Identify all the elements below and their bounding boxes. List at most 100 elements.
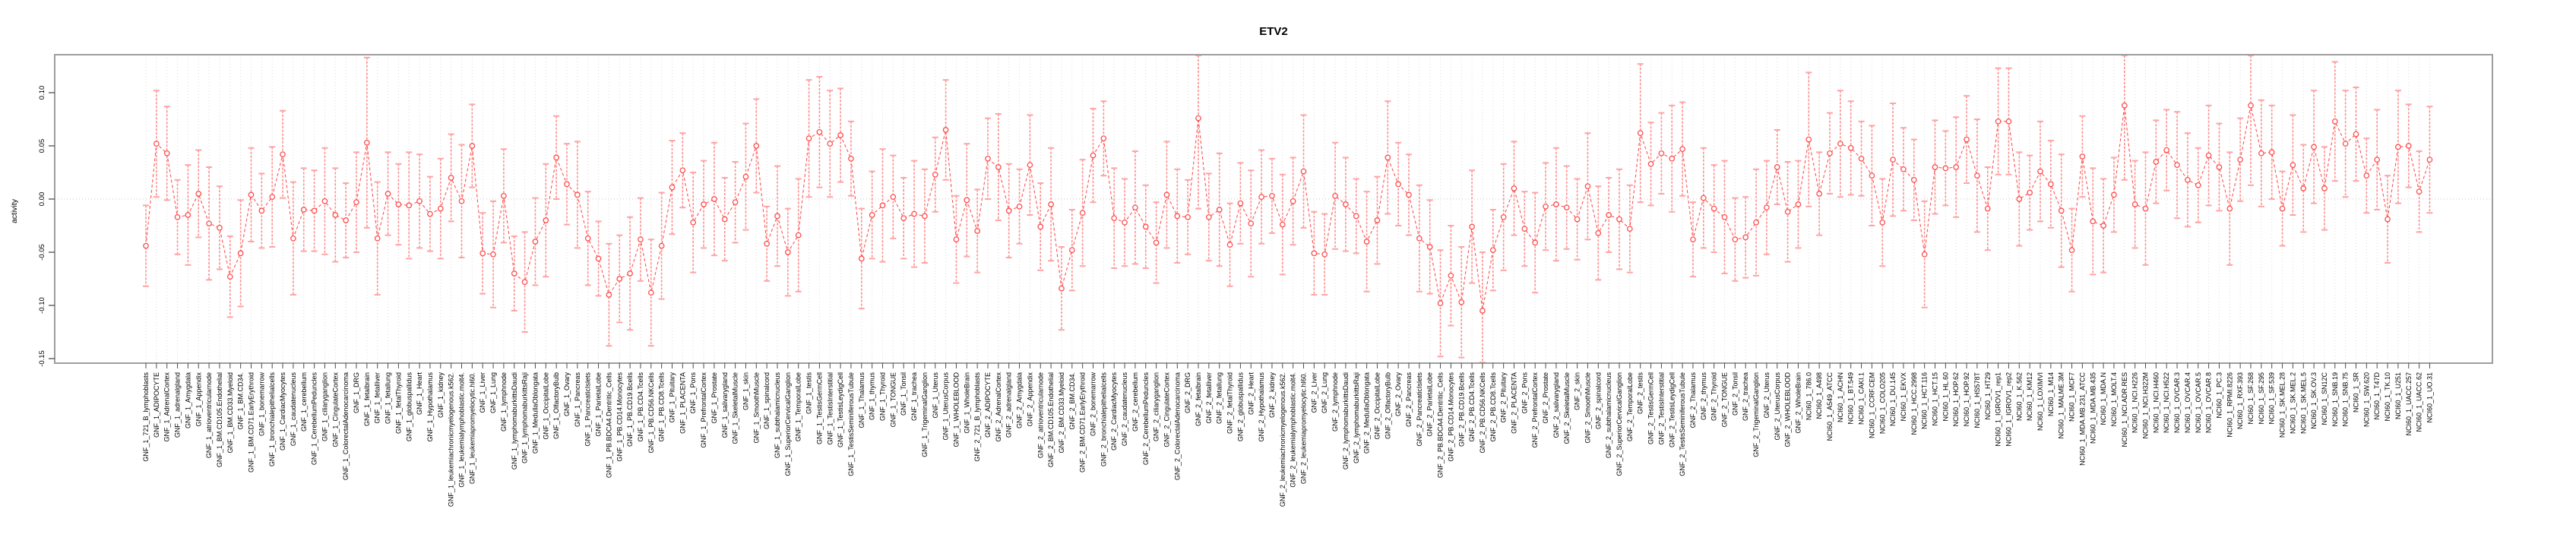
x-axis-label: NCI60_1_U251 (2394, 372, 2402, 419)
x-axis-label: GNF_1_lymphnode (500, 372, 508, 432)
x-axis-label: GNF_1_BM.CD105.Endothelial (216, 372, 223, 467)
x-axis-label: GNF_2_BM.CD34. (1068, 372, 1076, 430)
data-point (1448, 272, 1454, 279)
error-bar (985, 117, 991, 200)
data-point (1553, 201, 1559, 207)
data-point (2363, 172, 2370, 179)
data-point (606, 292, 612, 298)
error-bar (553, 115, 560, 200)
x-axis-label: NCI60_1_COLO205 (1878, 372, 1886, 434)
x-axis-label: NCI60_1_MDA.MB.435 (2089, 372, 2097, 444)
chart-title: ETV2 (1259, 25, 1288, 38)
x-axis-label: GNF_2_ADIPOCYTE (984, 372, 992, 438)
x-axis-label: NCI60_1_A549_ATCC (1826, 372, 1834, 441)
error-bar (1142, 184, 1149, 269)
data-point (2111, 191, 2117, 198)
error-bar (1153, 201, 1160, 284)
x-axis-label: NCI60_1_HOP.62 (1952, 372, 1960, 426)
error-bar (2142, 151, 2149, 266)
x-axis-label: NCI60_1_HCC.2998 (1910, 372, 1918, 435)
data-point (1426, 244, 1433, 250)
data-point (1953, 164, 1960, 170)
error-bar (426, 175, 433, 252)
data-point (1027, 162, 1033, 169)
data-point (1900, 166, 1907, 172)
data-point (774, 213, 780, 220)
data-point (932, 171, 938, 178)
x-axis-label: NCI60_1_PC.3 (2215, 372, 2223, 419)
error-bar (1973, 119, 1980, 233)
data-point (2311, 144, 2317, 150)
error-bar (1353, 178, 1359, 255)
error-bar (1552, 147, 1559, 262)
x-axis-label: GNF_1_BM.CD34. (237, 372, 245, 430)
error-bar (226, 236, 233, 318)
data-point (711, 196, 717, 202)
error-bar (2110, 157, 2117, 233)
x-axis-label: GNF_1_bronchialepithelialcells (268, 372, 276, 467)
data-point (995, 164, 1002, 170)
data-point (2153, 159, 2160, 165)
x-axis-label: NCI60_1_MALME.3M (2058, 372, 2065, 439)
y-axis-tick-label: 0.05 (38, 139, 46, 153)
x-axis-label: NCI60_1_ACHN (1837, 372, 1844, 422)
plot-frame (54, 54, 2493, 364)
error-bar (974, 188, 981, 274)
data-point (406, 202, 413, 209)
x-axis-label: NCI60_1_OVCAR.3 (2173, 372, 2181, 433)
x-axis-label: GNF_1_TestisSeminiferousTubule (847, 372, 855, 476)
data-point (1195, 115, 1201, 122)
x-axis-label: GNF_2_Thyroid (1710, 372, 1718, 421)
data-point (1142, 223, 1149, 230)
data-point (2100, 223, 2106, 229)
error-bar (311, 169, 318, 252)
x-axis-label: GNF_1_cerebellum (300, 372, 308, 432)
error-bar (300, 167, 307, 252)
error-bar (2405, 103, 2412, 188)
error-bar (1226, 202, 1233, 287)
x-axis-label: GNF_2_leukemiachronicmyelogenous.k562. (1279, 372, 1286, 507)
data-point (458, 198, 465, 204)
data-point (764, 240, 771, 247)
x-axis-label: GNF_2_fetalThyroid (1226, 372, 1234, 434)
x-axis-label: GNF_1_PB.BDCA4.Dentritic_Cells (605, 372, 612, 479)
x-axis-label: GNF_2_CingulateCortex (1163, 372, 1170, 447)
x-axis-label: GNF_1_Pituitary (669, 372, 676, 423)
x-axis-label: NCI60_1_RXF.393 (2236, 372, 2244, 429)
data-point (1406, 191, 1412, 198)
x-axis-label: GNF_1_fetalliver (374, 372, 381, 424)
data-point (258, 207, 265, 214)
x-axis-label: GNF_1_testis (805, 372, 813, 415)
x-axis-label: NCI60_1_LOXIMVI (2036, 372, 2044, 431)
x-axis-label: NCI60_1_NCI.H522 (2163, 372, 2170, 433)
x-axis-label: NCI60_1_CAKI.1 (1858, 372, 1866, 425)
data-point (2248, 102, 2254, 109)
x-axis-label: GNF_2_PancreaticIslets (1416, 372, 1423, 447)
data-point (1122, 219, 1128, 226)
error-bar (479, 212, 486, 295)
data-point (2131, 201, 2138, 207)
x-axis-label: GNF_1_salivarygland (721, 372, 729, 438)
x-axis-label: NCI60_1_HCT.116 (1921, 372, 1929, 429)
x-axis-label: GNF_1_skin (742, 372, 749, 410)
x-axis-label: GNF_2_salivarygland (1552, 372, 1560, 438)
data-point (2353, 131, 2359, 138)
error-bar (1942, 130, 1949, 207)
error-bar (847, 120, 854, 197)
x-axis-label: NCI60_1_UACC.62 (2416, 372, 2423, 432)
error-bar (2153, 119, 2160, 204)
error-bar (1016, 168, 1023, 245)
data-point (616, 276, 623, 282)
x-axis-label: GNF_1_fetalbrain (363, 372, 371, 426)
error-bar (2394, 90, 2401, 204)
x-axis-label: NCI60_1_BT.549 (1847, 372, 1855, 425)
x-axis-label: GNF_1_fetallung (385, 372, 392, 424)
x-axis-label: GNF_2_testis (1637, 372, 1644, 415)
data-point (343, 217, 349, 223)
y-axis-tick-label: 0.00 (38, 192, 46, 207)
data-point (584, 235, 591, 242)
error-bar (732, 161, 739, 244)
error-bar (1658, 112, 1665, 194)
x-axis-label: GNF_2_MedullaOblongata (1363, 372, 1371, 454)
